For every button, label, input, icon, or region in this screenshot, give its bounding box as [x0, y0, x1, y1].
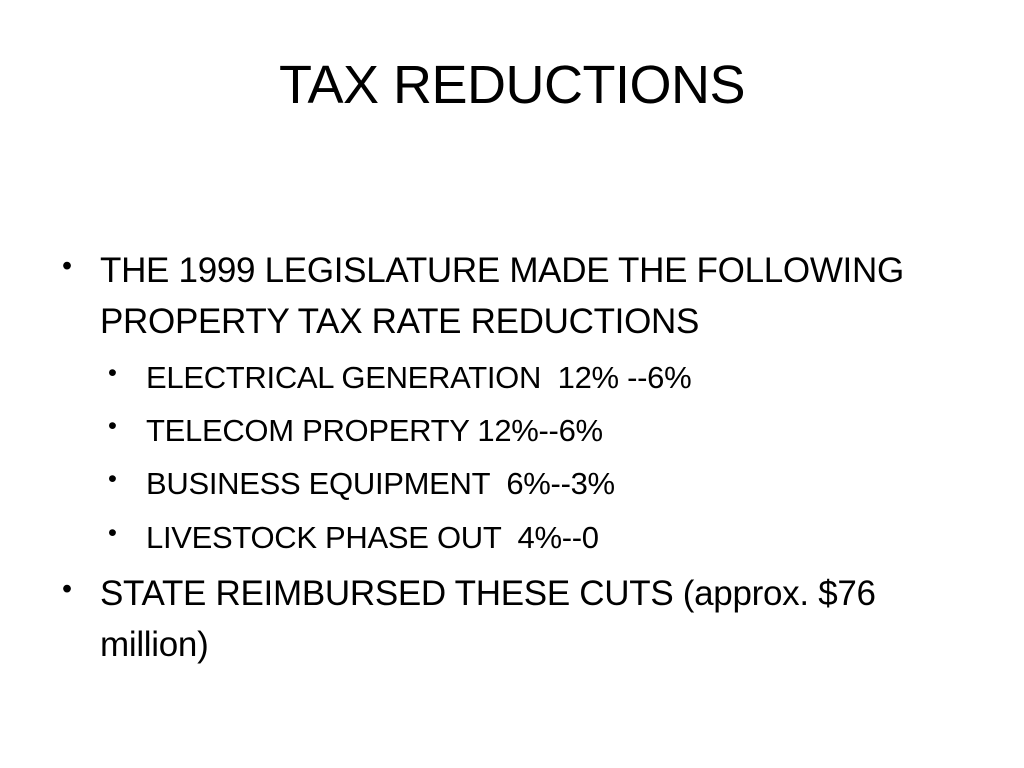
sub-bullet-text: TELECOM PROPERTY 12%--6%: [146, 413, 603, 449]
bullet-icon: •: [108, 518, 117, 547]
sub-bullet-item: • TELECOM PROPERTY 12%--6%: [0, 409, 960, 452]
sub-bullet-item: • ELECTRICAL GENERATION 12% --6%: [0, 356, 960, 399]
presentation-slide: TAX REDUCTIONS • THE 1999 LEGISLATURE MA…: [0, 50, 1024, 768]
sub-bullet-text: LIVESTOCK PHASE OUT 4%--0: [146, 519, 599, 555]
bullet-icon: •: [62, 573, 73, 606]
sub-bullet-item: • LIVESTOCK PHASE OUT 4%--0: [0, 516, 960, 559]
bullet-icon: •: [108, 358, 117, 387]
bullet-icon: •: [62, 250, 73, 283]
bullet-text: THE 1999 LEGISLATURE MADE THE FOLLOWING …: [100, 251, 914, 341]
bullet-text: STATE REIMBURSED THESE CUTS (approx. $76…: [100, 574, 886, 664]
bullet-icon: •: [108, 412, 117, 441]
sub-bullet-text: BUSINESS EQUIPMENT 6%--3%: [146, 466, 615, 502]
bullet-item: • STATE REIMBURSED THESE CUTS (approx. $…: [0, 569, 960, 671]
slide-body: • THE 1999 LEGISLATURE MADE THE FOLLOWIN…: [0, 246, 960, 671]
sub-bullet-text: ELECTRICAL GENERATION 12% --6%: [146, 359, 692, 395]
bullet-icon: •: [108, 465, 117, 494]
bullet-item: • THE 1999 LEGISLATURE MADE THE FOLLOWIN…: [0, 246, 960, 348]
slide-title: TAX REDUCTIONS: [278, 55, 746, 115]
sub-bullet-list: • ELECTRICAL GENERATION 12% --6% • TELEC…: [0, 356, 960, 560]
sub-bullet-item: • BUSINESS EQUIPMENT 6%--3%: [0, 462, 960, 505]
